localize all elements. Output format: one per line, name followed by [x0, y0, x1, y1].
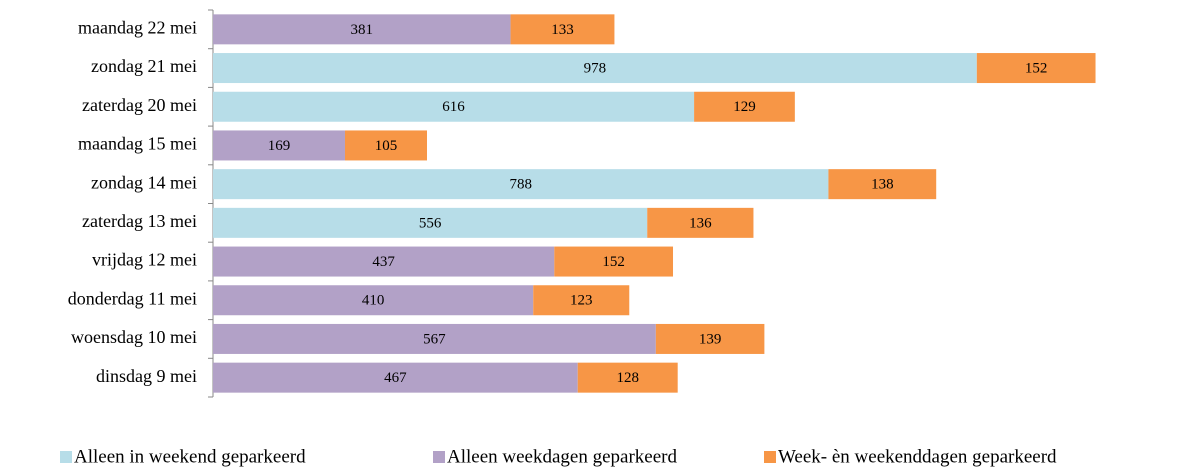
- category-label: zaterdag 20 mei: [82, 95, 197, 115]
- bar-segment: [976, 53, 1096, 84]
- category-label: maandag 22 mei: [78, 17, 197, 37]
- data-label: 410: [362, 293, 385, 309]
- bar-segment: [213, 169, 829, 200]
- category-label: vrijdag 12 mei: [92, 250, 197, 270]
- category-label: woensdag 10 mei: [71, 327, 197, 347]
- bar-segment: [655, 323, 765, 354]
- data-label: 133: [551, 22, 574, 38]
- legend-label: Alleen weekdagen geparkeerd: [447, 446, 677, 467]
- bar-segment: [533, 285, 630, 316]
- bar-segment: [213, 323, 656, 354]
- data-label: 616: [442, 99, 465, 115]
- bar-segment: [213, 91, 695, 122]
- legend-swatch: [60, 451, 72, 463]
- category-label: zondag 14 mei: [91, 172, 197, 192]
- data-label: 381: [351, 22, 374, 38]
- bar-segment: [213, 362, 578, 393]
- legend-swatch: [764, 451, 776, 463]
- data-label: 136: [689, 215, 712, 231]
- data-label: 152: [1025, 60, 1048, 76]
- data-label: 567: [423, 331, 446, 347]
- data-label: 978: [584, 60, 607, 76]
- data-label: 788: [509, 177, 532, 193]
- data-label: 105: [375, 138, 398, 154]
- data-label: 128: [616, 370, 639, 386]
- bar-segment: [828, 169, 937, 200]
- data-label: 556: [419, 215, 442, 231]
- data-label: 138: [871, 177, 894, 193]
- category-label: donderdag 11 mei: [68, 288, 197, 308]
- bar-segment: [213, 207, 648, 238]
- data-label: 467: [384, 370, 407, 386]
- data-label: 169: [268, 138, 291, 154]
- data-label: 437: [372, 254, 395, 270]
- data-label: 129: [733, 99, 756, 115]
- legend-swatch: [433, 451, 445, 463]
- category-label: zaterdag 13 mei: [82, 211, 197, 231]
- bar-segment: [554, 246, 674, 277]
- data-label: 139: [699, 331, 722, 347]
- data-label: 123: [570, 293, 593, 309]
- category-label: zondag 21 mei: [91, 56, 197, 76]
- bar-segment: [213, 53, 977, 84]
- data-label: 152: [602, 254, 625, 270]
- bar-segment: [213, 246, 555, 277]
- bar-segment: [694, 91, 795, 122]
- bar-segment: [344, 130, 427, 161]
- bar-segment: [213, 285, 534, 316]
- category-label: maandag 15 mei: [78, 134, 197, 154]
- category-label: dinsdag 9 mei: [96, 366, 197, 386]
- bar-segment: [577, 362, 678, 393]
- bar-segment: [213, 130, 345, 161]
- bar-segment: [647, 207, 754, 238]
- bar-segment: [510, 14, 615, 45]
- bar-segment: [213, 14, 511, 45]
- legend-label: Week- èn weekenddagen geparkeerd: [778, 446, 1057, 467]
- legend-label: Alleen in weekend geparkeerd: [74, 446, 306, 467]
